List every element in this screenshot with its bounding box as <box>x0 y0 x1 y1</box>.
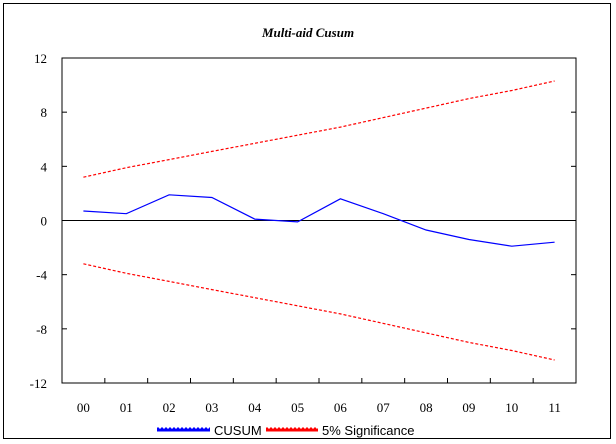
x-tick-label: 10 <box>505 400 518 415</box>
x-tick-label: 09 <box>462 400 475 415</box>
x-tick-label: 00 <box>77 400 90 415</box>
y-tick-label: -4 <box>36 268 47 283</box>
x-tick-label: 03 <box>205 400 218 415</box>
x-tick-label: 02 <box>163 400 176 415</box>
y-tick-label: -12 <box>30 376 47 391</box>
legend-label: 5% Significance <box>322 423 415 438</box>
x-tick-label: 07 <box>377 400 391 415</box>
chart-frame <box>3 3 611 439</box>
x-tick-label: 04 <box>248 400 262 415</box>
y-tick-label: 0 <box>41 214 48 229</box>
y-tick-label: -8 <box>36 322 47 337</box>
series-layer <box>83 80 555 361</box>
legend-label: CUSUM <box>214 423 262 438</box>
x-tick-label: 01 <box>120 400 133 415</box>
x-axis: 00 01 02 03 04 05 06 07 08 09 10 11 <box>61 378 577 415</box>
series-line-cusum <box>83 194 555 247</box>
x-tick-label: 08 <box>420 400 433 415</box>
x-tick-label: 06 <box>334 400 348 415</box>
series-line-lower-significance <box>83 263 555 361</box>
y-tick-label: 12 <box>34 51 47 66</box>
y-tick-label: 4 <box>41 159 48 174</box>
series-line-upper-significance <box>83 80 555 178</box>
legend: CUSUM 5% Significance <box>157 423 415 438</box>
x-tick-label: 05 <box>291 400 304 415</box>
y-tick-label: 8 <box>41 105 48 120</box>
chart-title: Multi-aid Cusum <box>261 25 354 40</box>
x-tick-label: 11 <box>548 400 561 415</box>
